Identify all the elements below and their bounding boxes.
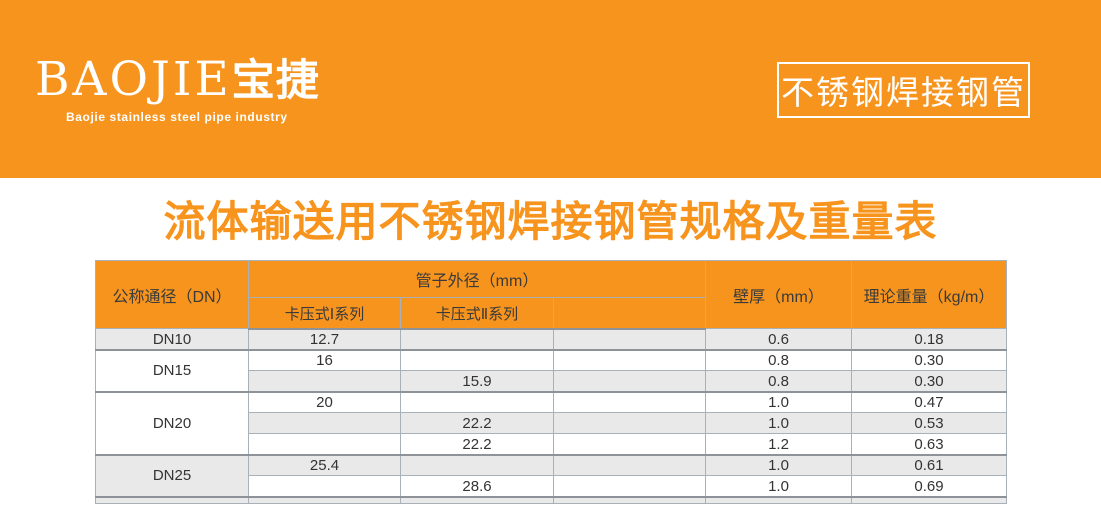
table-row: DN10 12.7 0.6 0.18 (95, 328, 1008, 351)
cell-series2 (400, 390, 554, 414)
brand-logo-wordmark: BAOJIE宝捷 (35, 56, 320, 103)
col-header-series2: 卡压式Ⅱ系列 (400, 297, 554, 330)
cell-series2: 15.9 (400, 370, 554, 393)
cell-series1 (248, 475, 401, 498)
product-badge: 不锈钢焊接钢管 (777, 62, 1030, 118)
cell-weight (851, 495, 1008, 505)
cell-series3 (552, 370, 707, 393)
table-row: DN25 25.4 1.0 0.61 (95, 453, 1008, 498)
cell-wall: 1.0 (705, 390, 853, 414)
cell-dn: DN25 (95, 453, 249, 498)
cell-series2: 28.6 (400, 475, 554, 498)
cell-series2 (400, 328, 554, 351)
cell-weight: 0.30 (851, 370, 1008, 393)
spec-table-container: 公称通径（DN） 管子外径（mm） 壁厚（mm） 理论重量（kg/m） 卡压式Ⅰ… (95, 260, 1008, 505)
table-row: 28.6 1.0 0.69 (96, 475, 1008, 498)
cell-wall: 1.0 (705, 412, 853, 435)
cell-series2: 22.2 (400, 412, 554, 435)
cell-wall: 0.6 (705, 328, 853, 351)
cell-series1 (248, 495, 401, 505)
cell-wall: 1.2 (705, 433, 853, 456)
cell-weight: 0.63 (851, 433, 1008, 456)
col-header-dn: 公称通径（DN） (95, 260, 249, 330)
cell-wall: 1.0 (705, 475, 853, 498)
cell-wall: 0.8 (705, 370, 853, 393)
brand-logo: BAOJIE宝捷 Baojie stainless steel pipe ind… (35, 56, 320, 124)
spec-table-body: DN10 12.7 0.6 0.18 DN15 16 0.8 0.30 15.9… (95, 328, 1008, 505)
table-row: 22.2 1.2 0.63 (96, 433, 1008, 456)
cell-dn: DN20 (95, 390, 249, 456)
brand-banner: BAOJIE宝捷 Baojie stainless steel pipe ind… (0, 0, 1101, 178)
cell-weight: 0.18 (851, 328, 1008, 351)
col-header-weight: 理论重量（kg/m） (851, 260, 1008, 330)
cell-series1: 20 (248, 390, 401, 414)
cell-series3 (552, 495, 707, 505)
cell-series1: 12.7 (248, 328, 401, 351)
cell-weight: 0.47 (851, 390, 1008, 414)
col-header-wall-thickness: 壁厚（mm） (705, 260, 853, 330)
col-header-series1: 卡压式Ⅰ系列 (248, 297, 401, 330)
cell-series1: 16 (248, 348, 401, 372)
cell-dn: DN15 (95, 348, 249, 393)
table-row: DN20 20 1.0 0.47 (95, 390, 1008, 456)
col-header-outer-diameter: 管子外径（mm） (247, 260, 707, 299)
cell-dn (95, 495, 249, 505)
cell-series3 (552, 348, 707, 372)
cell-series1 (248, 370, 401, 393)
brand-logo-cjk: 宝捷 (231, 57, 320, 105)
cell-series3 (552, 390, 707, 414)
cell-weight: 0.30 (851, 348, 1008, 372)
brand-logo-latin: BAOJIE (35, 52, 232, 107)
table-row: DN15 16 0.8 0.30 (95, 348, 1008, 393)
cell-series3 (552, 412, 707, 435)
cell-series1 (248, 433, 401, 456)
cell-series2: 22.2 (400, 433, 554, 456)
cell-series2 (400, 495, 554, 505)
cell-series3 (552, 453, 707, 477)
spec-table: 公称通径（DN） 管子外径（mm） 壁厚（mm） 理论重量（kg/m） 卡压式Ⅰ… (95, 260, 1008, 505)
cell-weight: 0.53 (851, 412, 1008, 435)
cell-weight: 0.61 (851, 453, 1008, 477)
cell-wall: 0.8 (705, 348, 853, 372)
spec-table-head: 公称通径（DN） 管子外径（mm） 壁厚（mm） 理论重量（kg/m） 卡压式Ⅰ… (95, 260, 1008, 330)
brand-tagline: Baojie stainless steel pipe industry (66, 110, 288, 124)
header-row-1: 公称通径（DN） 管子外径（mm） 壁厚（mm） 理论重量（kg/m） (95, 260, 1008, 330)
cell-series3 (552, 328, 707, 351)
cell-dn: DN10 (95, 328, 249, 351)
cell-series3 (552, 475, 707, 498)
cell-weight: 0.69 (851, 475, 1008, 498)
table-row: 22.2 1.0 0.53 (96, 412, 1008, 435)
col-header-series3 (552, 297, 707, 330)
cell-series3 (552, 433, 707, 456)
header-row-2: 卡压式Ⅰ系列 卡压式Ⅱ系列 (96, 297, 1007, 330)
cell-series2 (400, 453, 554, 477)
page-title: 流体输送用不锈钢焊接钢管规格及重量表 (163, 198, 938, 245)
cell-series1 (248, 412, 401, 435)
cell-series2 (400, 348, 554, 372)
cell-wall: 1.0 (705, 453, 853, 477)
cell-wall (705, 495, 853, 505)
cell-series1: 25.4 (248, 453, 401, 477)
table-row-clipped (95, 495, 1008, 505)
